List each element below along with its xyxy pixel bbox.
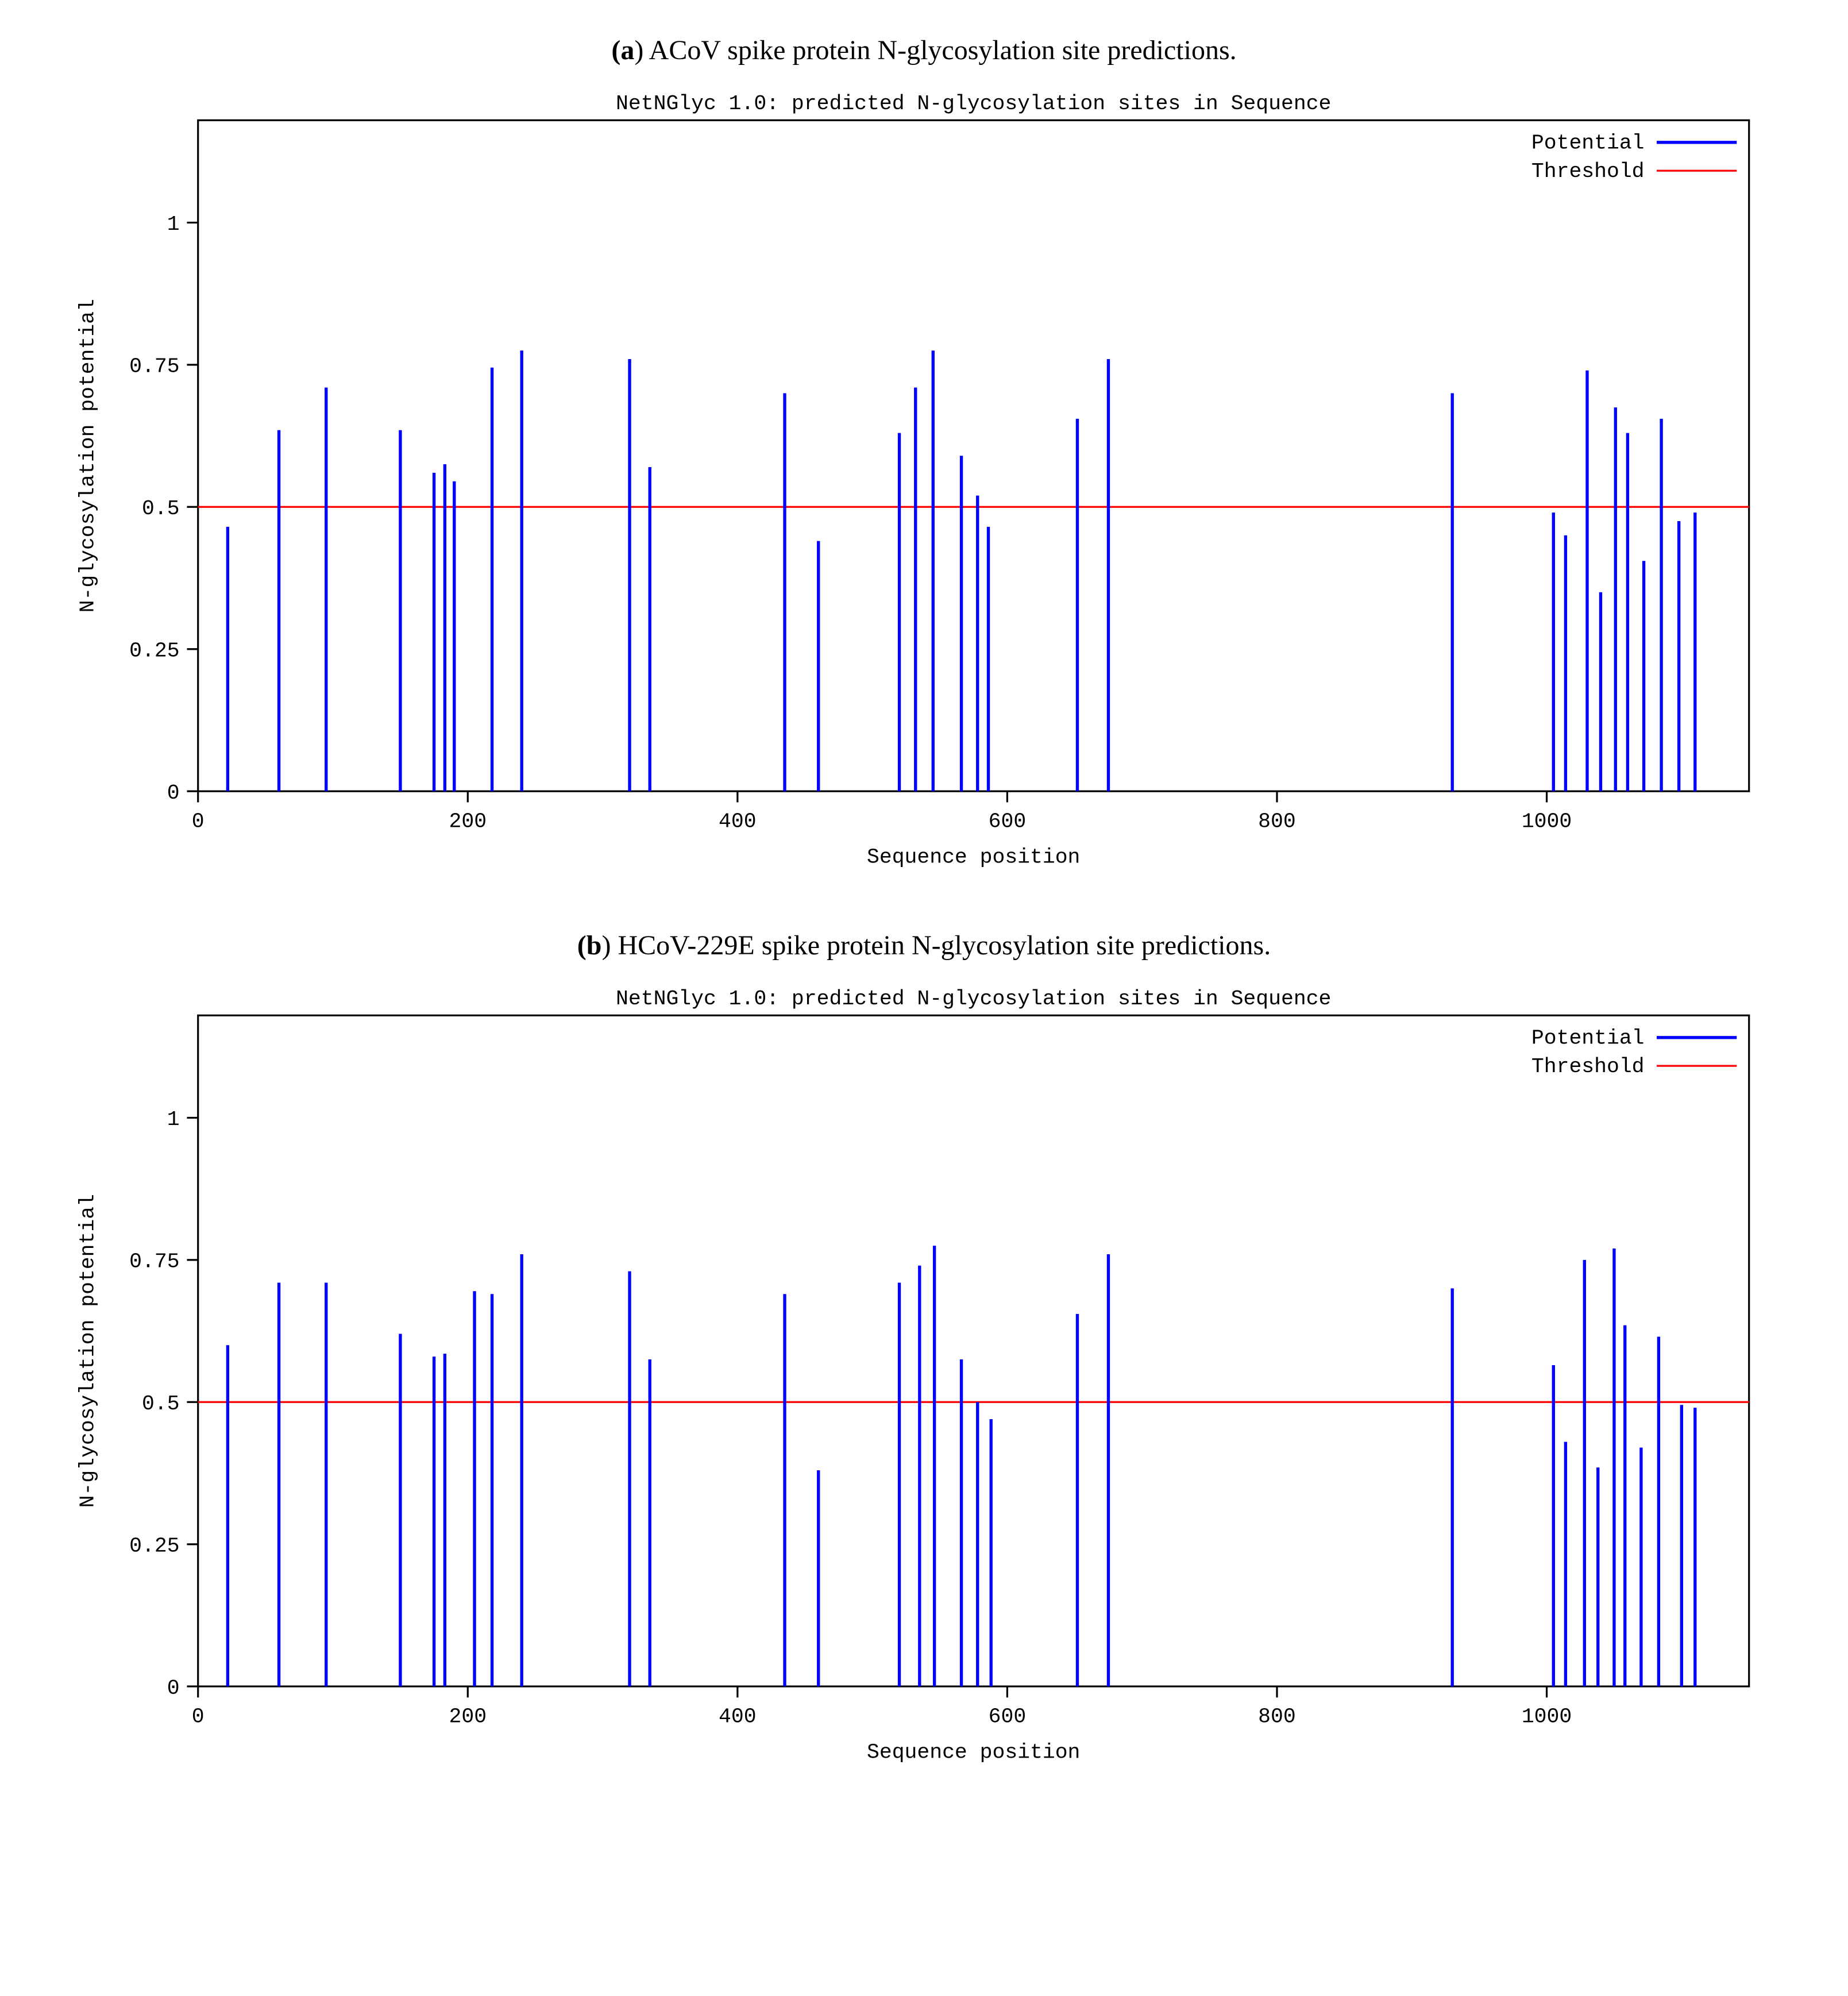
x-tick-label: 400 <box>719 810 757 833</box>
y-tick-label: 0 <box>167 781 179 805</box>
y-tick-label: 0.5 <box>142 497 180 521</box>
x-tick-label: 200 <box>449 810 487 833</box>
chart-a-wrap: NetNGlyc 1.0: predicted N-glycosylation … <box>63 83 1786 884</box>
panel-a-label-rest: ) ACoV spike protein N-glycosylation sit… <box>634 35 1236 65</box>
y-tick-label: 0.5 <box>142 1392 180 1416</box>
y-tick-label: 0.75 <box>129 355 179 379</box>
y-tick-label: 1 <box>167 1108 179 1131</box>
chart-title: NetNGlyc 1.0: predicted N-glycosylation … <box>616 987 1331 1011</box>
y-tick-label: 1 <box>167 213 179 236</box>
y-axis-label: N-glycosylation potential <box>76 299 99 612</box>
y-tick-label: 0 <box>167 1677 179 1700</box>
panel-b-label-bold: (b <box>577 930 602 961</box>
chart-b-wrap: NetNGlyc 1.0: predicted N-glycosylation … <box>63 978 1786 1779</box>
chart-title: NetNGlyc 1.0: predicted N-glycosylation … <box>616 92 1331 115</box>
x-tick-label: 600 <box>988 810 1026 833</box>
panel-b-caption: (b) HCoV-229E spike protein N-glycosylat… <box>577 930 1271 961</box>
panel-b-label-rest: ) HCoV-229E spike protein N-glycosylatio… <box>601 930 1271 961</box>
x-tick-label: 800 <box>1258 810 1296 833</box>
chart-a: NetNGlyc 1.0: predicted N-glycosylation … <box>63 83 1786 884</box>
x-tick-label: 1000 <box>1521 1705 1571 1728</box>
chart-b: NetNGlyc 1.0: predicted N-glycosylation … <box>63 978 1786 1779</box>
legend-potential-label: Potential <box>1531 1026 1644 1050</box>
y-tick-label: 0.25 <box>129 1534 179 1558</box>
y-axis-label: N-glycosylation potential <box>76 1194 99 1508</box>
x-tick-label: 0 <box>191 810 204 833</box>
panel-a-caption: (a) ACoV spike protein N-glycosylation s… <box>611 34 1236 66</box>
x-axis-label: Sequence position <box>867 1740 1080 1764</box>
legend-threshold-label: Threshold <box>1531 160 1644 183</box>
panel-a-label-bold: (a <box>611 35 634 65</box>
legend-threshold-label: Threshold <box>1531 1055 1644 1078</box>
legend-potential-label: Potential <box>1531 132 1644 155</box>
x-tick-label: 0 <box>191 1705 204 1728</box>
x-tick-label: 600 <box>988 1705 1026 1728</box>
x-tick-label: 1000 <box>1521 810 1571 833</box>
x-tick-label: 800 <box>1258 1705 1296 1728</box>
y-tick-label: 0.75 <box>129 1250 179 1273</box>
y-tick-label: 0.25 <box>129 639 179 662</box>
x-axis-label: Sequence position <box>867 845 1080 869</box>
x-tick-label: 400 <box>719 1705 757 1728</box>
x-tick-label: 200 <box>449 1705 487 1728</box>
